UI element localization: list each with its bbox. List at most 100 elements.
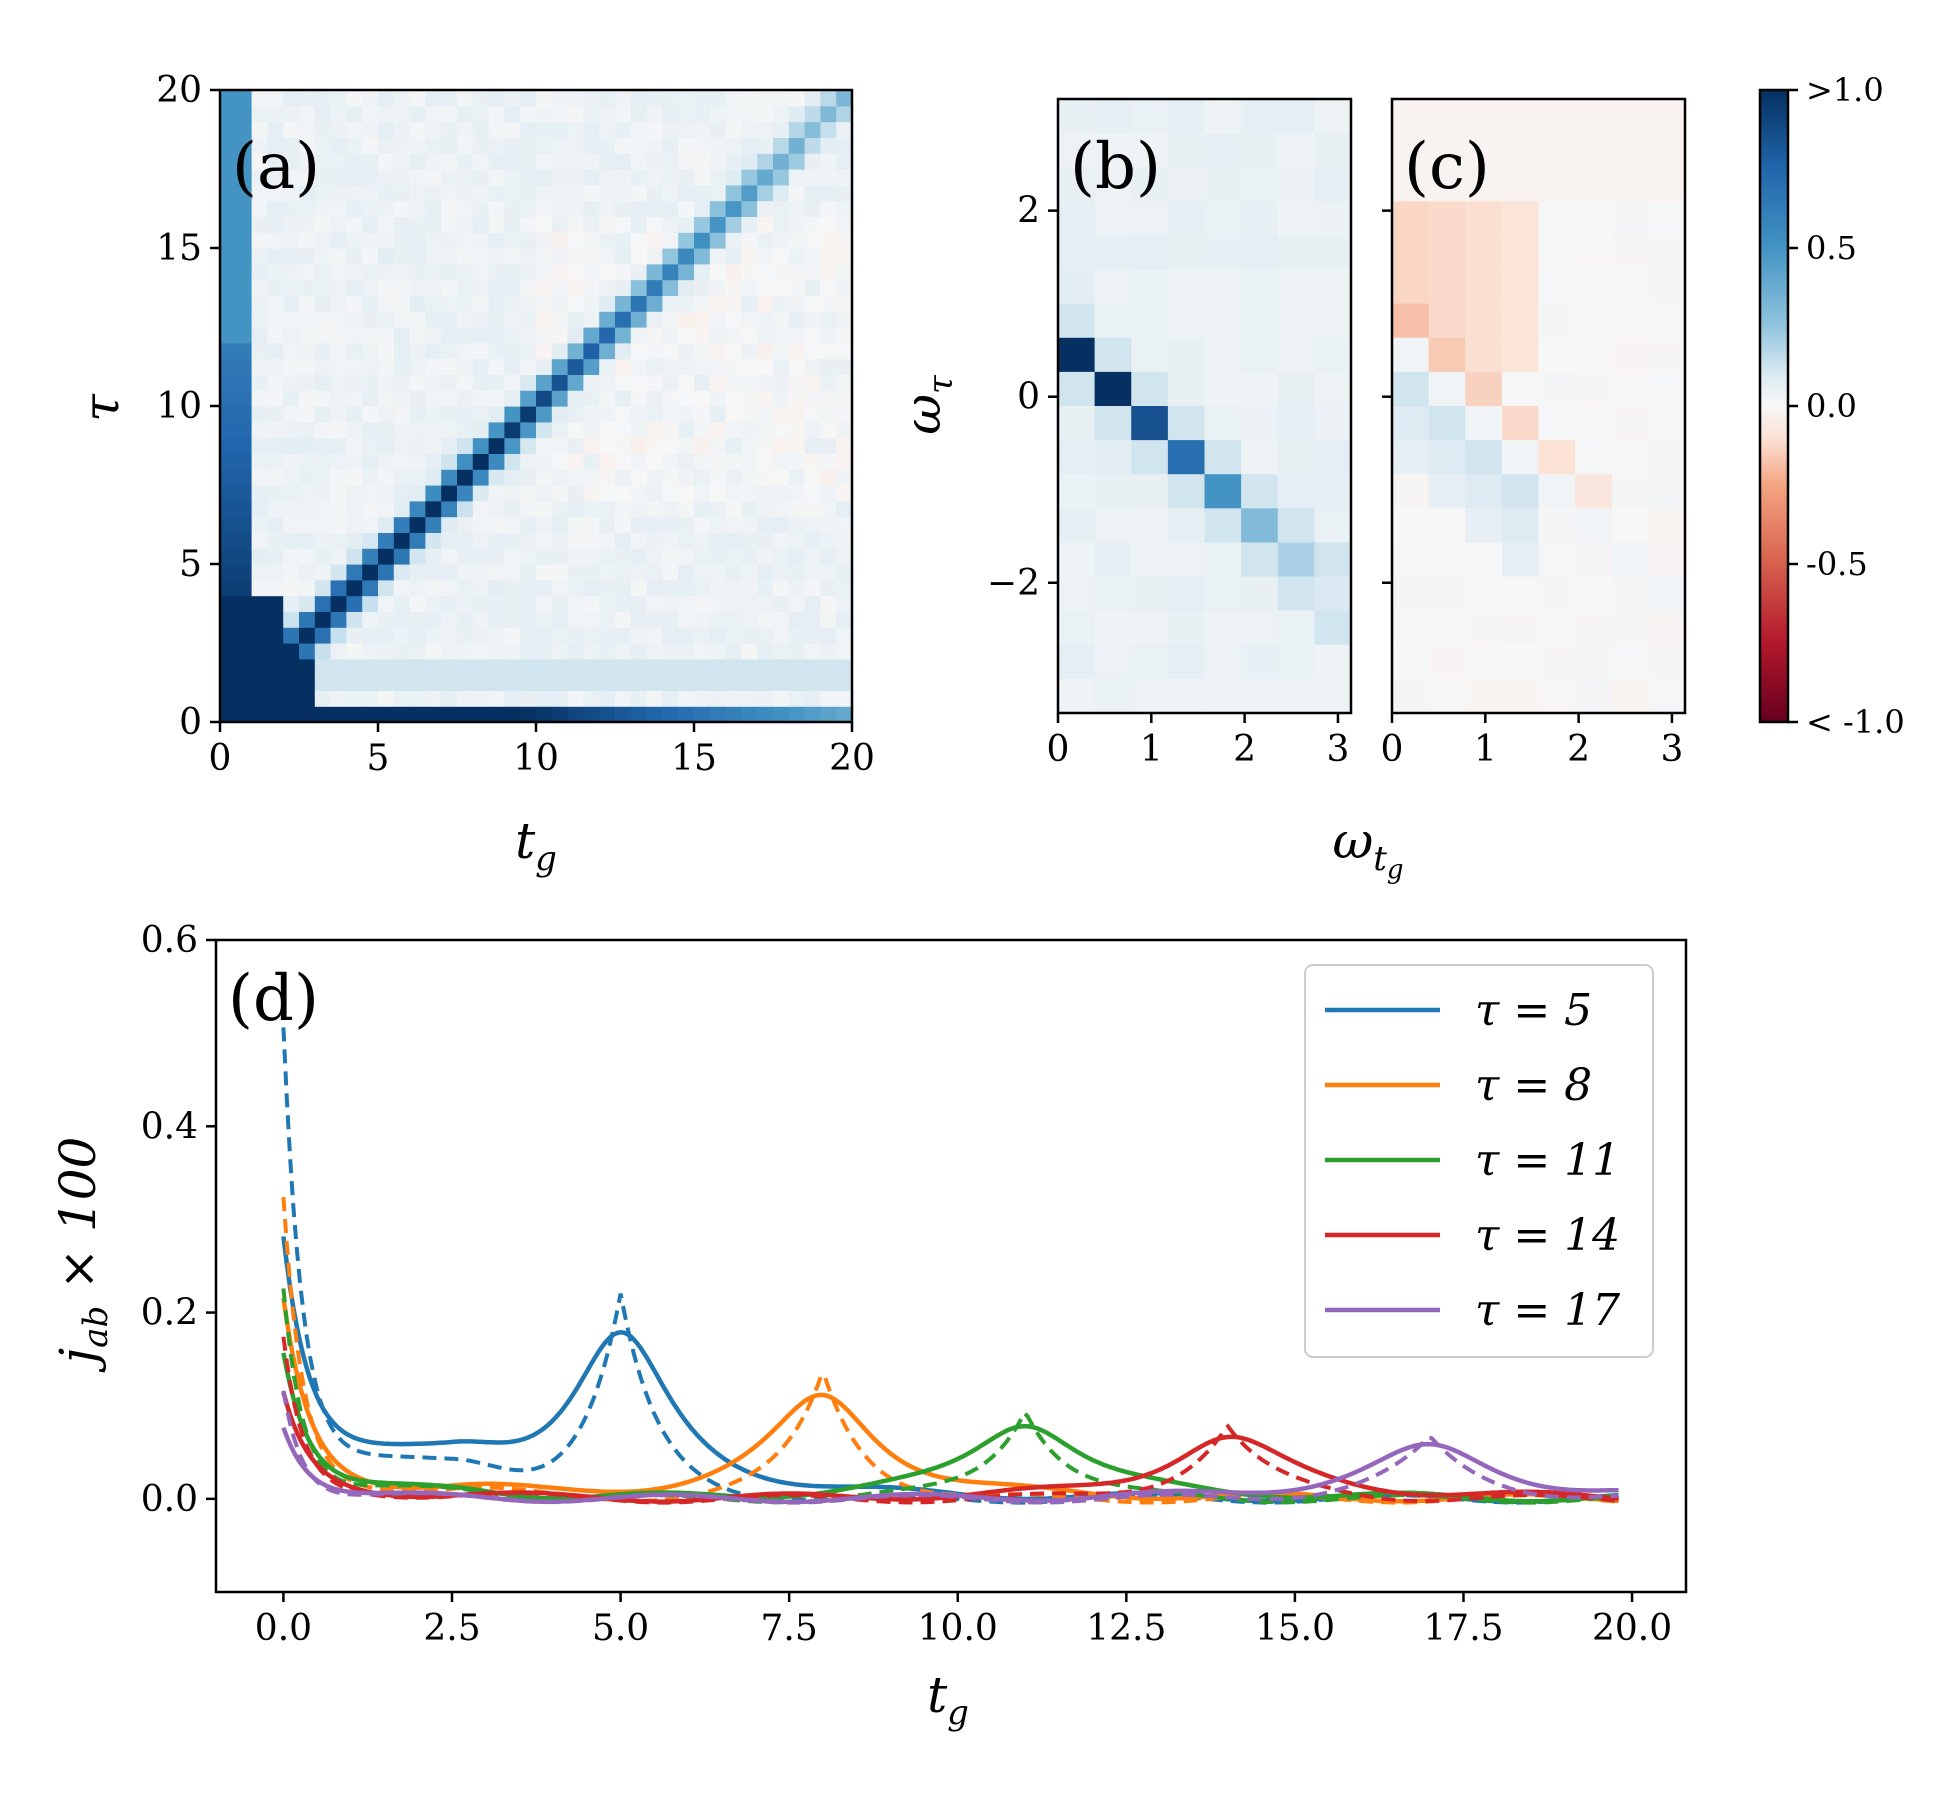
heatmap-cell: [678, 105, 695, 123]
heatmap-cell: [441, 595, 458, 612]
heatmap-cell: [788, 137, 806, 154]
heatmap-cell: [1204, 644, 1242, 680]
heatmap-cell: [251, 579, 268, 597]
heatmap-cell: [409, 137, 426, 154]
heatmap-cell: [1167, 269, 1206, 305]
heatmap-cell: [393, 216, 411, 233]
heatmap-cell: [804, 437, 821, 454]
heatmap-cell: [314, 327, 332, 344]
heatmap-cell: [678, 295, 695, 312]
heatmap-cell: [678, 153, 695, 170]
heatmap-cell: [804, 485, 821, 502]
heatmap-cell: [330, 153, 347, 170]
heatmap-cell: [583, 469, 600, 486]
heatmap-cell: [709, 358, 727, 375]
heatmap-cell: [1167, 201, 1206, 237]
heatmap-cell: [646, 500, 663, 518]
heatmap-cell: [725, 279, 742, 296]
heatmap-cell: [820, 406, 837, 423]
heatmap-cell: [646, 169, 663, 186]
heatmap-cell: [283, 548, 300, 565]
heatmap-cell: [504, 579, 521, 597]
heatmap-cell: [220, 327, 237, 344]
heatmap-cell: [393, 564, 411, 581]
heatmap-cell: [1167, 235, 1206, 271]
heatmap-cell: [725, 216, 742, 233]
heatmap-cell: [630, 643, 648, 660]
heatmap-cell: [678, 706, 695, 723]
heatmap-cell: [409, 453, 426, 470]
heatmap-cell: [599, 437, 616, 454]
colorbar-tick-label: 0.5: [1806, 229, 1857, 267]
heatmap-cell: [583, 105, 600, 123]
heatmap-cell: [504, 658, 521, 676]
heatmap-cell: [804, 643, 821, 660]
heatmap-cell: [1611, 508, 1649, 544]
x-tick-label: 2: [1233, 729, 1256, 770]
heatmap-cell: [804, 564, 821, 581]
heatmap-cell: [536, 658, 553, 676]
heatmap-cell: [583, 548, 600, 565]
heatmap-cell: [1465, 542, 1503, 578]
heatmap-cell: [725, 674, 742, 691]
heatmap-cell: [409, 611, 426, 628]
heatmap-cell: [425, 169, 442, 186]
heatmap-cell: [836, 453, 853, 470]
heatmap-cell: [330, 184, 347, 202]
heatmap-cell: [709, 279, 727, 296]
heatmap-cell: [504, 105, 521, 123]
heatmap-cell: [235, 421, 253, 439]
heatmap-cell: [520, 516, 537, 533]
heatmap-cell: [583, 690, 600, 707]
heatmap-cell: [599, 374, 616, 391]
heatmap-cell: [346, 374, 363, 391]
heatmap-cell: [599, 453, 616, 470]
heatmap-cell: [346, 706, 363, 723]
heatmap-cell: [378, 516, 395, 533]
heatmap-cell: [425, 485, 442, 502]
heatmap-cell: [804, 595, 821, 612]
heatmap-cell: [741, 564, 758, 581]
heatmap-cell: [504, 706, 521, 723]
heatmap-cell: [520, 706, 537, 723]
heatmap-cell: [709, 374, 727, 391]
heatmap-cell: [599, 200, 616, 217]
heatmap-cell: [267, 437, 284, 454]
heatmap-cell: [567, 90, 584, 107]
heatmap-cell: [504, 342, 521, 360]
heatmap-cell: [1277, 167, 1315, 202]
heatmap-cell: [615, 595, 632, 612]
heatmap-cell: [1277, 678, 1315, 714]
heatmap-cell: [393, 500, 411, 518]
heatmap-cell: [630, 232, 648, 249]
heatmap-cell: [267, 516, 284, 533]
heatmap-cell: [1058, 337, 1096, 373]
heatmap-cell: [773, 627, 790, 644]
heatmap-cell: [694, 248, 711, 265]
heatmap-cell: [678, 374, 695, 391]
heatmap-cell: [678, 358, 695, 375]
heatmap-cell: [757, 579, 774, 597]
heatmap-cell: [1392, 235, 1430, 271]
heatmap-cell: [804, 216, 821, 233]
y-tick-label: 0.2: [141, 1293, 198, 1334]
heatmap-cell: [1465, 201, 1503, 237]
heatmap-cell: [409, 263, 426, 281]
heatmap-cell: [314, 121, 332, 138]
heatmap-cell: [599, 263, 616, 281]
heatmap-cell: [1314, 474, 1352, 509]
heatmap-cell: [283, 248, 300, 265]
heatmap-cell: [599, 643, 616, 660]
heatmap-cell: [235, 690, 253, 707]
heatmap-cell: [725, 437, 742, 454]
heatmap-cell: [741, 184, 758, 202]
heatmap-cell: [267, 532, 284, 549]
heatmap-cell: [694, 469, 711, 486]
heatmap-cell: [1575, 99, 1613, 134]
heatmap-cell: [441, 311, 458, 328]
heatmap-cell: [678, 311, 695, 328]
heatmap-cell: [820, 358, 837, 375]
heatmap-cell: [425, 342, 442, 360]
heatmap-cell: [804, 232, 821, 249]
legend: τ = 5τ = 8τ = 11τ = 14τ = 17: [1304, 964, 1654, 1358]
